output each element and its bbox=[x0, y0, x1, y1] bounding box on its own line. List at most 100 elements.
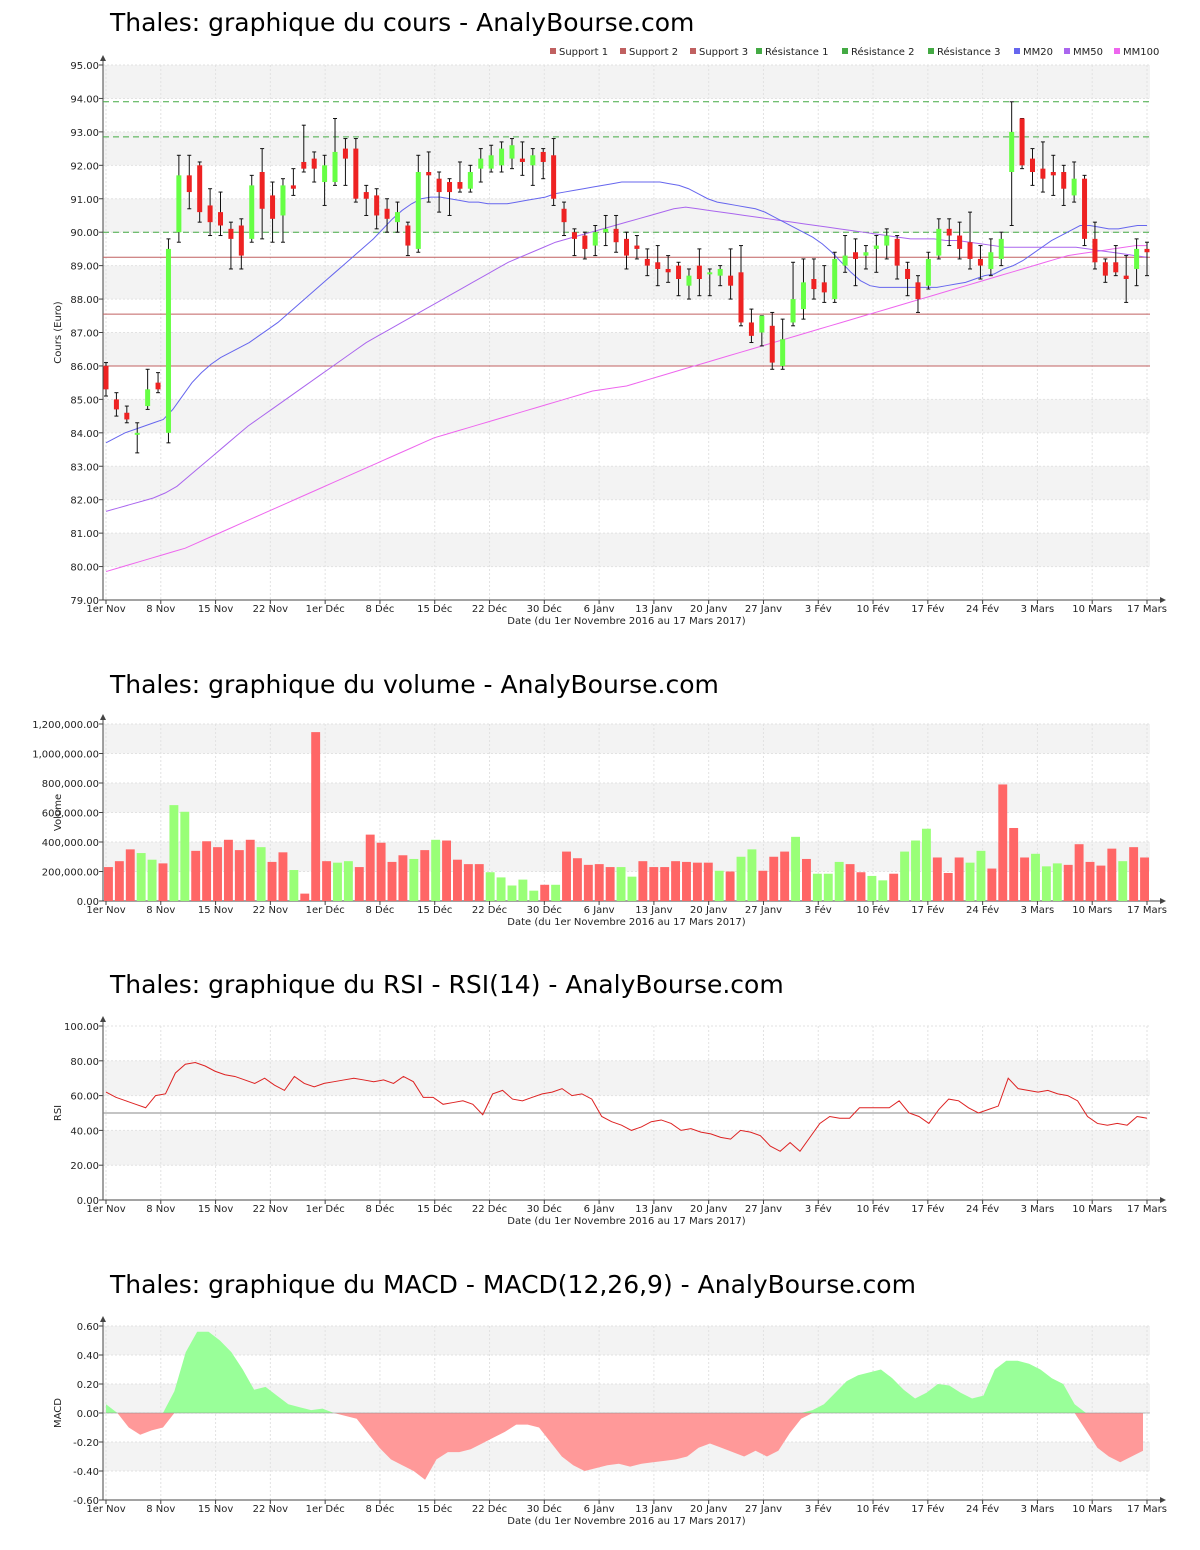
candle-body bbox=[842, 255, 848, 266]
candle-body bbox=[748, 322, 754, 336]
price-band bbox=[103, 533, 1150, 567]
volume-bar bbox=[398, 855, 408, 901]
price-xtick-label: 8 Déc bbox=[365, 603, 394, 615]
candle-body bbox=[1144, 248, 1150, 253]
candle-body bbox=[977, 258, 983, 266]
macd-xtick-label: 22 Déc bbox=[472, 1503, 507, 1515]
volume-bar bbox=[943, 872, 953, 901]
legend-label: Support 1 bbox=[559, 47, 608, 58]
candle-body bbox=[165, 248, 171, 433]
candle-body bbox=[832, 258, 838, 300]
volume-bar bbox=[354, 867, 364, 901]
volume-bar bbox=[409, 858, 419, 901]
volume-xtick-label: 3 Mars bbox=[1021, 905, 1055, 916]
candle-body bbox=[353, 148, 359, 199]
price-band bbox=[103, 131, 1150, 166]
legend-swatch bbox=[842, 48, 848, 54]
candle-body bbox=[270, 195, 276, 219]
candle-body bbox=[1009, 131, 1015, 172]
candle-body bbox=[957, 235, 963, 249]
candle-body bbox=[1134, 248, 1140, 269]
volume-bar bbox=[802, 858, 811, 901]
macd-band bbox=[103, 1326, 1150, 1355]
rsi-chart-svg: 0.00 20.00 40.00 60.00 80.00 100.00 1er Nov 8 N… bbox=[53, 1016, 1167, 1227]
rsi-ytick-label: 100.00 bbox=[64, 1022, 99, 1033]
price-xtick-label: 3 Fév bbox=[805, 603, 832, 615]
volume-bar bbox=[442, 840, 451, 901]
macd-chart-title: Thales: graphique du MACD - MACD(12,26,9… bbox=[110, 1270, 916, 1299]
candle-body bbox=[769, 325, 775, 363]
macd-ytick-label: -0.40 bbox=[73, 1467, 99, 1478]
price-ytick-label: 86.00 bbox=[70, 362, 99, 373]
macd-xtick-label: 15 Nov bbox=[198, 1504, 234, 1515]
candle-body bbox=[1029, 158, 1035, 172]
macd-ytick-label: -0.60 bbox=[73, 1496, 99, 1507]
macd-ytick-label: -0.20 bbox=[73, 1438, 99, 1449]
volume-ytick-label: 0.00 bbox=[77, 897, 99, 908]
candle-body bbox=[676, 265, 682, 279]
volume-bar bbox=[551, 884, 561, 901]
macd-xtick-label: 10 Fév bbox=[856, 1503, 889, 1515]
rsi-xaxis-arrow bbox=[1160, 1197, 1166, 1203]
rsi-yaxis-arrow bbox=[100, 1016, 106, 1022]
volume-bar bbox=[202, 841, 212, 901]
volume-bar bbox=[474, 864, 484, 901]
candle-body bbox=[686, 275, 692, 286]
volume-bar bbox=[638, 861, 648, 901]
volume-bar bbox=[158, 863, 168, 901]
price-ytick-label: 94.00 bbox=[70, 94, 99, 105]
candle-body bbox=[1123, 275, 1129, 279]
candle-body bbox=[478, 158, 484, 169]
candle-body bbox=[780, 339, 786, 366]
macd-xtick-label: 20 Janv bbox=[690, 1504, 727, 1515]
volume-bar bbox=[692, 862, 702, 901]
volume-bar bbox=[998, 784, 1008, 901]
legend-swatch bbox=[928, 48, 934, 54]
candle-body bbox=[384, 208, 390, 219]
volume-bar bbox=[1052, 863, 1062, 901]
rsi-xtick-label: 22 Nov bbox=[253, 1204, 289, 1215]
volume-bar bbox=[540, 884, 550, 901]
macd-xtick-label: 15 Déc bbox=[417, 1503, 452, 1515]
volume-xtick-label: 1er Déc bbox=[306, 904, 345, 916]
volume-bar bbox=[605, 867, 615, 901]
volume-xtick-label: 3 Fév bbox=[805, 904, 832, 916]
volume-xtick-label: 8 Nov bbox=[146, 905, 175, 916]
volume-bar bbox=[878, 880, 888, 901]
rsi-xtick-label: 20 Janv bbox=[690, 1204, 727, 1215]
volume-bar bbox=[1096, 865, 1106, 901]
volume-bar bbox=[333, 862, 342, 901]
candle-body bbox=[394, 212, 400, 223]
volume-xtick-label: 17 Mars bbox=[1127, 905, 1167, 916]
legend-swatch bbox=[550, 48, 556, 54]
price-xtick-label: 1er Nov bbox=[86, 604, 125, 615]
price-xtick-label: 27 Janv bbox=[745, 604, 782, 615]
price-band bbox=[103, 65, 1150, 99]
macd-xtick-label: 17 Fév bbox=[911, 1503, 944, 1515]
volume-bar bbox=[660, 867, 670, 901]
volume-bar bbox=[921, 828, 931, 901]
candle-body bbox=[488, 155, 494, 169]
candle-body bbox=[124, 412, 130, 420]
volume-bar bbox=[322, 861, 332, 901]
volume-bar bbox=[453, 859, 462, 901]
rsi-xtick-label: 30 Déc bbox=[527, 1203, 562, 1215]
legend-label: Résistance 1 bbox=[765, 46, 828, 58]
price-xaxis-arrow bbox=[1160, 597, 1166, 603]
volume-bar bbox=[431, 839, 441, 901]
candle-body bbox=[467, 172, 473, 189]
rsi-band bbox=[103, 1130, 1150, 1166]
volume-xtick-label: 13 Janv bbox=[635, 905, 672, 916]
volume-xtick-label: 8 Déc bbox=[365, 904, 394, 916]
volume-bar bbox=[714, 870, 724, 901]
candle-body bbox=[1082, 178, 1088, 239]
candle-body bbox=[301, 161, 307, 169]
volume-bar bbox=[834, 861, 844, 901]
volume-bar bbox=[649, 867, 659, 901]
volume-bar bbox=[311, 732, 321, 901]
candle-body bbox=[728, 275, 734, 286]
volume-bar bbox=[867, 875, 877, 901]
candle-body bbox=[665, 268, 671, 273]
macd-positive-area bbox=[106, 1331, 1143, 1413]
legend-label: Support 3 bbox=[699, 47, 748, 58]
